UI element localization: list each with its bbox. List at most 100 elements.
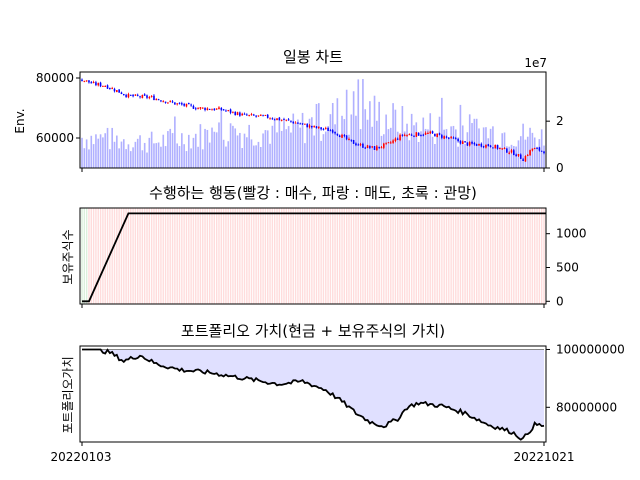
action-stripe (248, 208, 250, 304)
candle-body (255, 115, 257, 117)
action-stripe (123, 208, 125, 304)
volume-bar (148, 137, 151, 168)
volume-bar (287, 126, 290, 168)
volume-bar (229, 123, 232, 168)
volume-bar (369, 101, 371, 168)
candle-body (338, 135, 341, 138)
candle-body (355, 143, 357, 146)
candle-body (538, 147, 541, 151)
portfolio-tick-label: 100000000 (556, 342, 625, 356)
volume-bar (136, 138, 139, 168)
daily-chart-title: 일봉 차트 (283, 48, 343, 66)
candle-body (259, 114, 262, 116)
candle-body (109, 87, 111, 89)
action-stripe (127, 208, 130, 304)
candle-body (204, 107, 206, 111)
volume-bar (343, 119, 346, 168)
portfolio-ylabel: 포트폴리오가치 (61, 356, 75, 433)
candle-body (81, 79, 83, 82)
volume-bar (533, 137, 536, 168)
volume-bar (441, 97, 443, 168)
volume-bar (102, 137, 104, 168)
volume-bars (81, 79, 545, 168)
action-stripe (540, 208, 543, 304)
candle-body (387, 142, 390, 144)
candle-body (501, 148, 504, 150)
volume-bar (116, 135, 118, 168)
volume-bar (285, 129, 288, 168)
volume-bar (234, 128, 237, 168)
volume-bar (538, 139, 541, 168)
volume-bar (250, 139, 253, 168)
volume-bar (185, 151, 188, 168)
volume-bar (526, 136, 529, 168)
volume-bar (160, 146, 162, 168)
volume-bar (134, 141, 137, 168)
candle-body (415, 132, 418, 137)
volume-bar (88, 149, 90, 168)
candle-body (92, 82, 95, 84)
candle-body (454, 138, 457, 140)
volume-bar (376, 120, 378, 168)
action-stripe (380, 208, 383, 304)
volume-bar (183, 144, 185, 168)
action-stripe (192, 208, 195, 304)
volume-bar (355, 115, 357, 168)
action-stripe (394, 208, 397, 304)
action-stripe (174, 208, 176, 304)
action-stripe (434, 208, 436, 304)
volume-bar (464, 143, 466, 168)
volume-bar (246, 137, 248, 168)
candle-body (373, 146, 376, 150)
volume-bar (85, 139, 88, 168)
action-stripe (448, 208, 450, 304)
candle-body (162, 101, 165, 103)
candle-body (394, 138, 397, 142)
action-stripe (422, 208, 424, 304)
volume-bar (501, 133, 504, 168)
volume-bar (471, 123, 473, 168)
volume-bar (257, 141, 260, 168)
candlesticks (81, 78, 545, 162)
action-stripe (239, 208, 241, 304)
candle-body (197, 108, 199, 110)
volume-bar (129, 151, 132, 168)
candle-body (225, 110, 227, 112)
candle-body (503, 148, 506, 150)
action-stripe (508, 208, 510, 304)
candle-body (513, 150, 515, 155)
action-stripe (188, 208, 190, 304)
action-stripe (255, 208, 257, 304)
candle-body (308, 125, 311, 128)
action-stripe (417, 208, 420, 304)
volume-bar (357, 79, 360, 168)
volume-bar (408, 140, 411, 168)
candle-body (208, 108, 211, 110)
volume-tick-label: 2 (556, 114, 564, 128)
volume-bar (461, 125, 464, 168)
candle-body (436, 133, 439, 137)
volume-bar (327, 127, 329, 168)
candle-body (187, 103, 190, 105)
volume-bar (494, 147, 497, 168)
action-stripe (280, 208, 283, 304)
action-stripe (322, 208, 325, 304)
candle-body (315, 126, 318, 129)
action-stripe (176, 208, 178, 304)
volume-bar (118, 148, 120, 168)
candle-body (215, 108, 218, 110)
actions-ylabel: 보유주식수 (61, 229, 75, 284)
candle-body (540, 150, 543, 152)
portfolio-frame (79, 345, 547, 443)
candle-body (155, 98, 158, 101)
volume-bar (443, 129, 445, 168)
candle-body (181, 103, 183, 105)
candle-body (211, 109, 213, 111)
action-stripe (195, 208, 197, 304)
volume-bar (218, 122, 220, 168)
candle-body (322, 128, 325, 130)
action-stripe (383, 208, 385, 304)
action-stripe (543, 208, 545, 304)
candle-body (266, 114, 269, 118)
candle-body (176, 103, 178, 105)
